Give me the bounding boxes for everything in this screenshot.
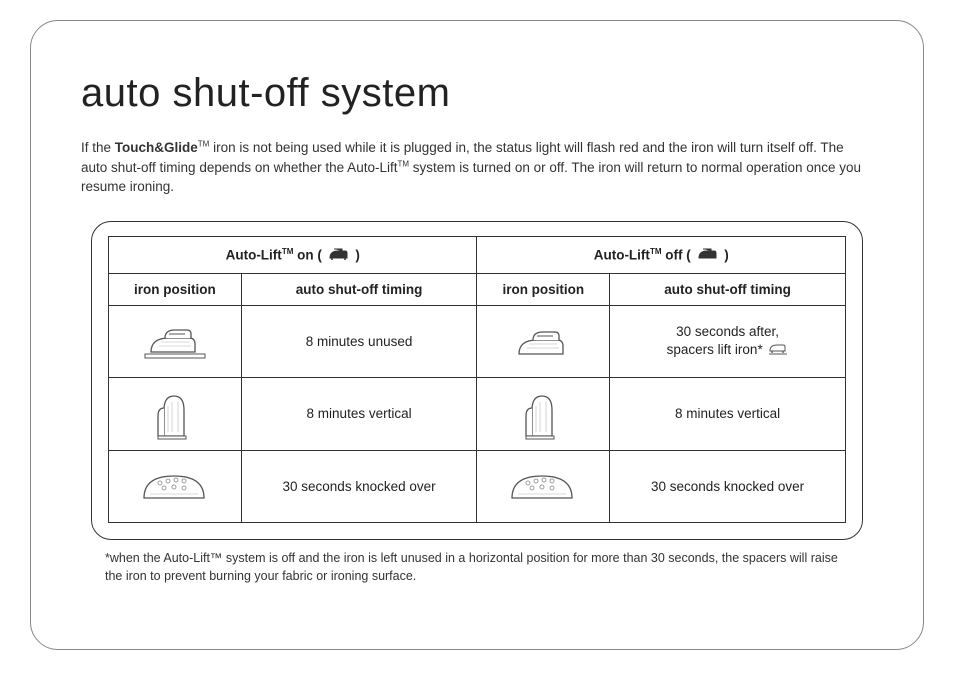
- table-row: 8 minutes vertical 8 minutes vertical: [109, 378, 846, 451]
- tm-mark: TM: [397, 159, 409, 168]
- off-row0-line2: spacers lift iron*: [667, 342, 763, 357]
- timing-off-row2: 30 seconds knocked over: [610, 451, 846, 523]
- off-row0-line1: 30 seconds after,: [676, 324, 779, 339]
- table-row: iron position auto shut-off timing iron …: [109, 274, 846, 306]
- header-on-suffix: on (: [293, 247, 322, 262]
- tm-mark: TM: [198, 140, 210, 149]
- col-shutoff-timing: auto shut-off timing: [610, 274, 846, 306]
- shutoff-table: Auto-LiftTM on ( ) Auto-LiftTM off ( ): [108, 236, 846, 523]
- timing-on-row0: 8 minutes unused: [241, 306, 477, 378]
- header-on-close: ): [355, 247, 360, 262]
- header-off-close: ): [724, 247, 729, 262]
- header-autolift-off: Auto-LiftTM off ( ): [477, 236, 846, 273]
- iron-lifted-mini-icon: [768, 342, 788, 360]
- page-frame: auto shut-off system If the Touch&GlideT…: [30, 20, 924, 650]
- iron-off-icon: [697, 248, 719, 263]
- col-iron-position: iron position: [109, 274, 242, 306]
- iron-on-icon: [328, 248, 350, 263]
- col-iron-position: iron position: [477, 274, 610, 306]
- header-on-prefix: Auto-Lift: [226, 247, 282, 262]
- iron-vertical-icon: [109, 378, 242, 451]
- table-row: 30 seconds knocked over: [109, 451, 846, 523]
- brand-name: Touch&Glide: [115, 140, 198, 155]
- header-off-suffix: off (: [662, 247, 691, 262]
- header-autolift-on: Auto-LiftTM on ( ): [109, 236, 477, 273]
- iron-knocked-over-icon: [109, 451, 242, 523]
- table-row: 8 minutes unused 30 seconds after, space…: [109, 306, 846, 378]
- table-container: Auto-LiftTM on ( ) Auto-LiftTM off ( ): [91, 221, 863, 540]
- iron-horizontal-icon: [477, 306, 610, 378]
- header-off-prefix: Auto-Lift: [594, 247, 650, 262]
- footnote: *when the Auto-Lift™ system is off and t…: [81, 550, 873, 585]
- iron-vertical-icon: [477, 378, 610, 451]
- iron-horizontal-icon: [109, 306, 242, 378]
- timing-off-row1: 8 minutes vertical: [610, 378, 846, 451]
- iron-knocked-over-icon: [477, 451, 610, 523]
- timing-on-row1: 8 minutes vertical: [241, 378, 477, 451]
- table-row: Auto-LiftTM on ( ) Auto-LiftTM off ( ): [109, 236, 846, 273]
- tm-mark: TM: [650, 247, 662, 256]
- tm-mark: TM: [282, 247, 294, 256]
- intro-prefix: If the: [81, 140, 115, 155]
- timing-off-row0: 30 seconds after, spacers lift iron*: [610, 306, 846, 378]
- col-shutoff-timing: auto shut-off timing: [241, 274, 477, 306]
- page-title: auto shut-off system: [81, 71, 873, 116]
- timing-on-row2: 30 seconds knocked over: [241, 451, 477, 523]
- intro-paragraph: If the Touch&GlideTM iron is not being u…: [81, 138, 873, 197]
